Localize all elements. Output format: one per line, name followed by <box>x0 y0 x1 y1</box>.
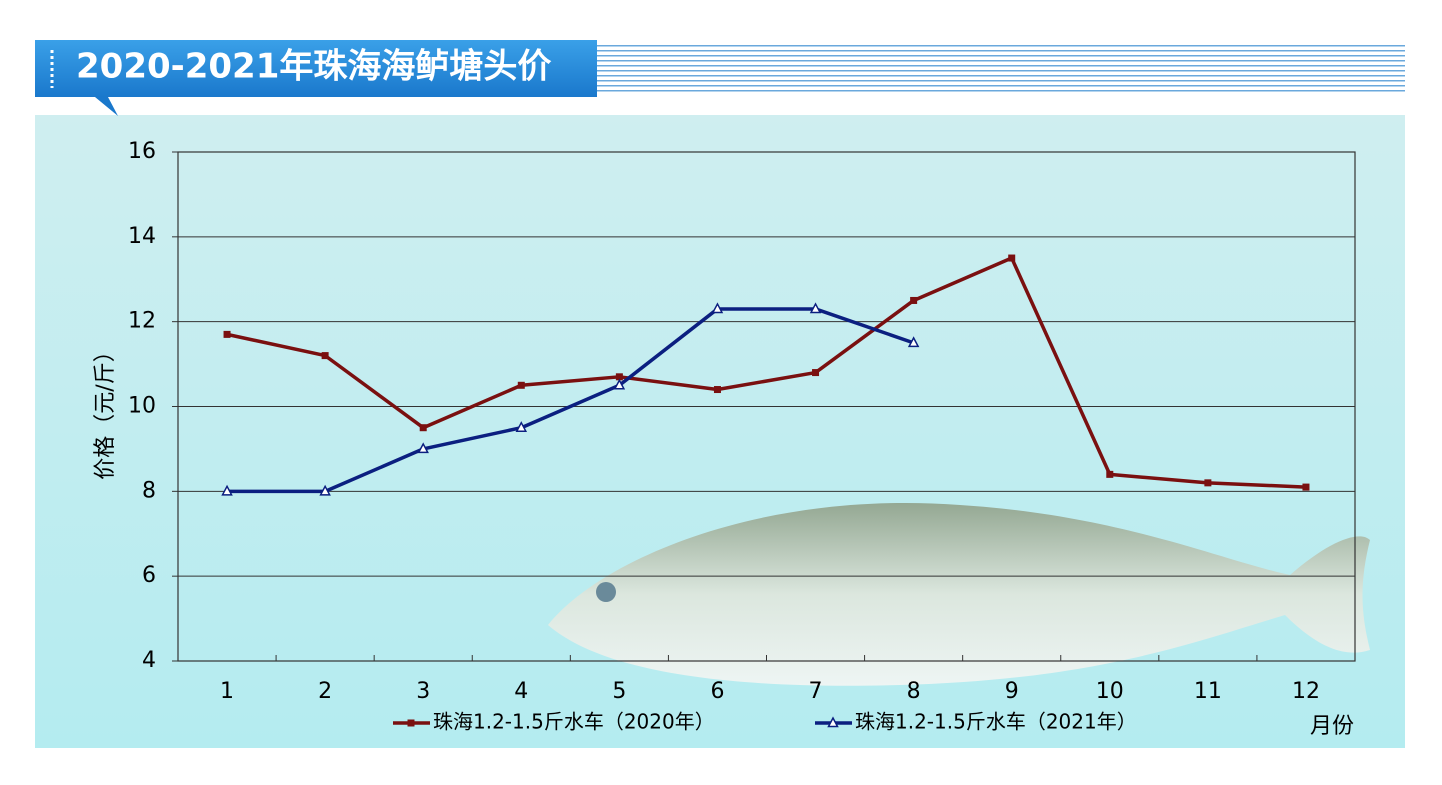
chart-title: 2020-2021年珠海海鲈塘头价 <box>76 47 551 87</box>
x-tick-label: 2 <box>318 679 332 704</box>
data-point <box>223 330 231 338</box>
data-point <box>1106 470 1114 478</box>
x-tick-label: 11 <box>1194 679 1222 704</box>
legend-marker <box>827 716 839 728</box>
data-point <box>613 378 626 390</box>
x-tick-label: 12 <box>1292 679 1320 704</box>
series-line <box>227 307 915 494</box>
title-banner <box>35 40 597 97</box>
x-tick-label: 9 <box>1005 679 1019 704</box>
data-point <box>713 386 721 394</box>
y-tick-label: 12 <box>128 309 156 334</box>
y-tick-label: 8 <box>142 478 156 503</box>
data-point <box>615 373 623 381</box>
x-tick-label: 4 <box>514 679 528 704</box>
data-point <box>910 296 918 304</box>
data-point <box>417 442 429 454</box>
banner-stripes <box>597 42 1405 92</box>
data-point <box>319 484 331 496</box>
legend-label: 珠海1.2-1.5斤水车（2021年） <box>855 710 1137 734</box>
x-tick-label: 8 <box>907 679 921 704</box>
x-tick-label: 3 <box>416 679 430 704</box>
legend-label: 珠海1.2-1.5斤水车（2020年） <box>433 710 715 734</box>
series-line <box>226 256 1307 489</box>
data-point <box>1302 483 1310 491</box>
data-point <box>711 302 724 314</box>
data-point <box>517 381 525 389</box>
data-point <box>1204 479 1212 487</box>
x-tick-label: 10 <box>1096 679 1124 704</box>
x-tick-label: 1 <box>220 679 234 704</box>
y-tick-label: 10 <box>128 394 156 419</box>
data-point <box>809 302 822 314</box>
data-point <box>907 336 920 348</box>
y-axis-label: 价格（元/斤） <box>93 340 118 479</box>
y-tick-label: 4 <box>142 648 156 673</box>
x-tick-label: 6 <box>710 679 724 704</box>
x-tick-label: 7 <box>809 679 823 704</box>
x-tick-label: 5 <box>612 679 626 704</box>
fish-illustration <box>548 502 1370 686</box>
x-axis-label: 月份 <box>1310 714 1354 739</box>
data-point <box>1008 254 1016 262</box>
fish-eye <box>596 582 616 602</box>
data-point <box>221 484 233 496</box>
data-point <box>419 424 427 432</box>
legend-marker <box>407 719 415 727</box>
y-tick-label: 16 <box>128 139 156 164</box>
data-point <box>515 421 528 432</box>
banner-tail <box>95 97 118 116</box>
data-point <box>321 352 329 360</box>
data-point <box>812 369 820 377</box>
y-tick-label: 6 <box>142 563 156 588</box>
y-tick-label: 14 <box>128 224 156 249</box>
